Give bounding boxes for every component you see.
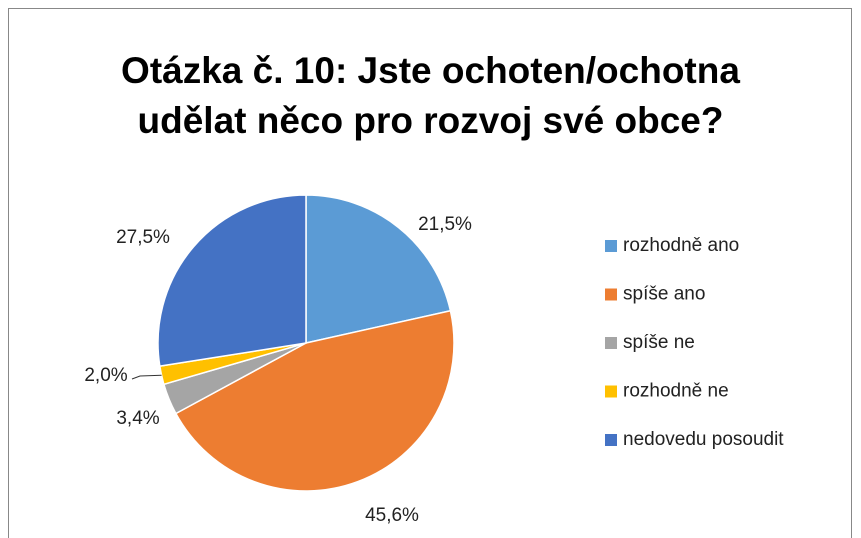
data-label: 45,6%: [365, 505, 419, 526]
legend-swatch: [605, 240, 617, 252]
data-label: 21,5%: [418, 214, 472, 235]
pie-slice: [174, 309, 455, 492]
legend-swatch: [605, 337, 617, 349]
legend-swatch: [605, 385, 617, 398]
pie-slice: [157, 194, 307, 368]
pie-slice: [305, 194, 452, 344]
legend-swatch: [605, 288, 617, 301]
data-label: 27,5%: [116, 227, 170, 248]
legend-label: spíše ne: [623, 332, 695, 353]
leader-line: [131, 374, 162, 380]
legend-swatch: [605, 434, 617, 446]
legend-label: nedovedu posoudit: [623, 429, 784, 450]
data-label: 3,4%: [116, 408, 159, 429]
legend-label: rozhodně ne: [623, 381, 729, 402]
data-label: 2,0%: [84, 365, 127, 386]
chart-title: Otázka č. 10: Jste ochoten/ochotna uděla…: [121, 50, 740, 141]
legend-label: spíše ano: [623, 284, 705, 305]
chart-border: [8, 8, 852, 538]
legend-label: rozhodně ano: [623, 235, 739, 256]
